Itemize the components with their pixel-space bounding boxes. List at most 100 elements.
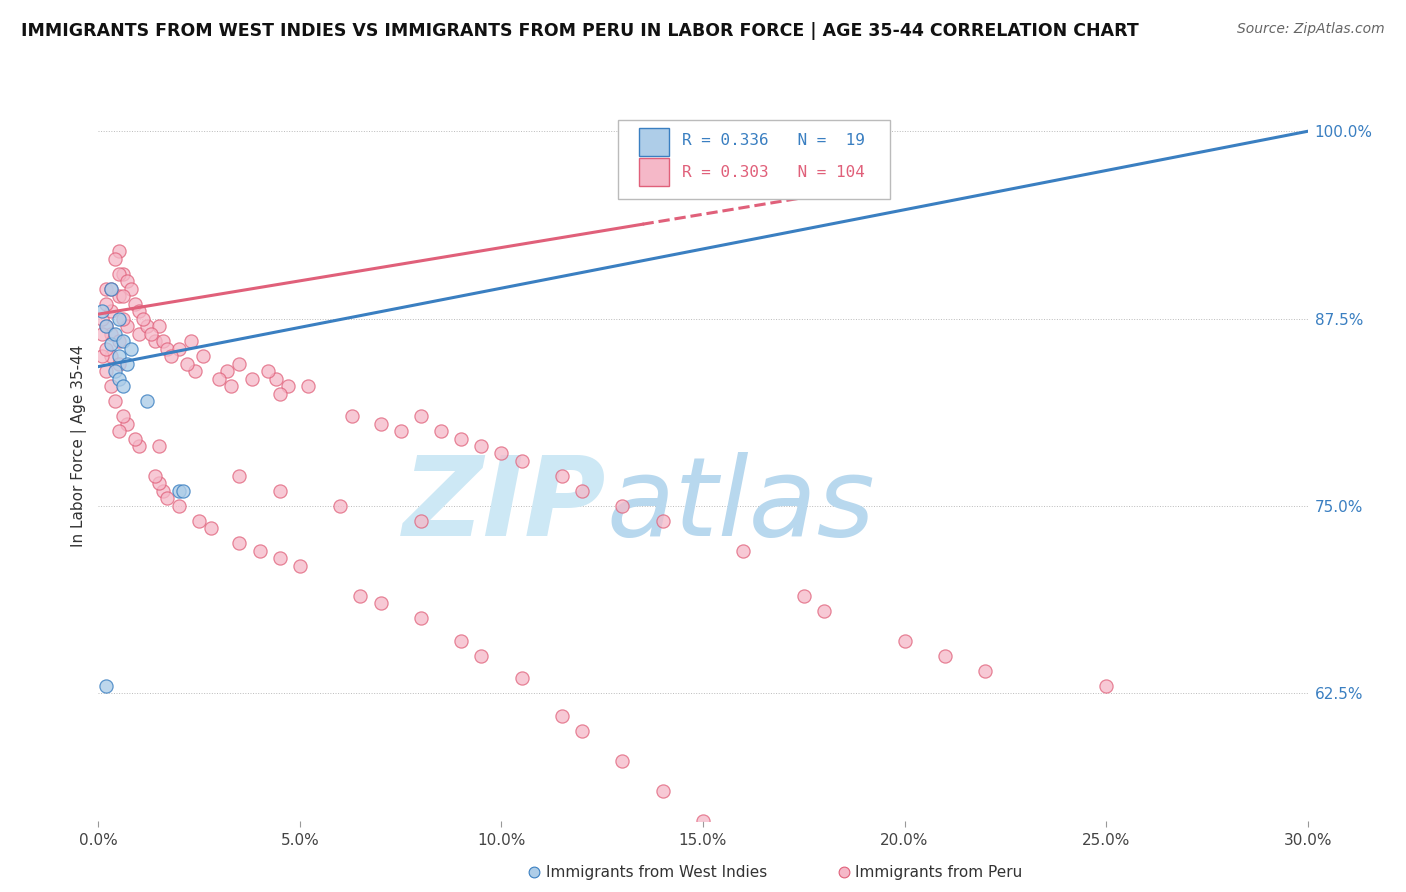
Point <box>200 521 222 535</box>
Point <box>297 379 319 393</box>
Point <box>103 252 125 266</box>
Point <box>510 671 533 685</box>
Point <box>91 304 114 318</box>
Point <box>107 289 129 303</box>
Point <box>193 349 215 363</box>
Point <box>180 334 202 348</box>
Point <box>100 349 122 363</box>
Point <box>370 596 392 610</box>
Point <box>124 296 146 310</box>
Point <box>128 326 150 341</box>
Point <box>115 274 138 288</box>
Point <box>974 664 997 678</box>
Point <box>172 483 194 498</box>
Point <box>651 514 673 528</box>
Text: R = 0.303   N = 104: R = 0.303 N = 104 <box>682 165 865 180</box>
Point <box>107 349 129 363</box>
Text: IMMIGRANTS FROM WEST INDIES VS IMMIGRANTS FROM PERU IN LABOR FORCE | AGE 35-44 C: IMMIGRANTS FROM WEST INDIES VS IMMIGRANT… <box>21 22 1139 40</box>
Point <box>450 432 472 446</box>
Point <box>370 417 392 431</box>
Point <box>184 364 207 378</box>
Point <box>389 424 412 438</box>
Point <box>143 334 166 348</box>
Text: atlas: atlas <box>606 452 875 559</box>
Point <box>188 514 211 528</box>
Point <box>160 349 183 363</box>
Point <box>551 469 574 483</box>
Point <box>470 648 492 663</box>
Point <box>733 544 755 558</box>
Point <box>288 558 311 573</box>
Point <box>1095 679 1118 693</box>
Point <box>571 483 593 498</box>
Point <box>228 469 250 483</box>
Point <box>156 491 179 506</box>
Point <box>111 334 134 348</box>
Point <box>111 409 134 423</box>
Point <box>148 319 170 334</box>
Point <box>115 417 138 431</box>
Point <box>143 469 166 483</box>
Bar <box>638 128 669 156</box>
Point <box>103 326 125 341</box>
Point <box>893 633 915 648</box>
Point <box>100 337 122 351</box>
Text: Source: ZipAtlas.com: Source: ZipAtlas.com <box>1237 22 1385 37</box>
Point <box>269 483 291 498</box>
Text: Immigrants from Peru: Immigrants from Peru <box>855 865 1022 880</box>
Point <box>107 334 129 348</box>
Y-axis label: In Labor Force | Age 35-44: In Labor Force | Age 35-44 <box>72 345 87 547</box>
Point <box>551 708 574 723</box>
Point <box>409 514 432 528</box>
Point <box>139 326 162 341</box>
Point <box>115 357 138 371</box>
Point <box>132 311 155 326</box>
Point <box>100 304 122 318</box>
Point <box>221 379 243 393</box>
Point <box>115 319 138 334</box>
Point <box>96 282 118 296</box>
Point <box>96 679 118 693</box>
Point <box>510 454 533 468</box>
Point <box>228 357 250 371</box>
Point <box>100 282 122 296</box>
Point <box>111 379 134 393</box>
Point <box>100 326 122 341</box>
Point <box>120 342 142 356</box>
Point <box>167 499 190 513</box>
Point <box>135 319 157 334</box>
Point <box>107 357 129 371</box>
Point <box>111 267 134 281</box>
Point <box>91 311 114 326</box>
Point <box>277 379 299 393</box>
Point <box>651 783 673 797</box>
Point <box>128 439 150 453</box>
Point <box>128 304 150 318</box>
Point <box>103 394 125 409</box>
Point <box>217 364 239 378</box>
Point <box>107 311 129 326</box>
Point <box>264 371 287 385</box>
Point <box>711 124 734 138</box>
Point <box>152 334 174 348</box>
Point <box>103 364 125 378</box>
Point <box>148 439 170 453</box>
Point <box>208 371 231 385</box>
Point <box>692 814 714 828</box>
Point <box>228 536 250 550</box>
Point <box>934 648 956 663</box>
Point <box>240 371 263 385</box>
Point <box>107 424 129 438</box>
Point <box>450 633 472 648</box>
Point <box>107 244 129 259</box>
Point <box>96 319 118 334</box>
Point <box>167 483 190 498</box>
Point <box>107 371 129 385</box>
Point <box>571 723 593 738</box>
Point <box>167 342 190 356</box>
Point <box>349 589 371 603</box>
Point <box>733 128 755 143</box>
Point <box>100 379 122 393</box>
Point <box>96 342 118 356</box>
Point <box>100 282 122 296</box>
